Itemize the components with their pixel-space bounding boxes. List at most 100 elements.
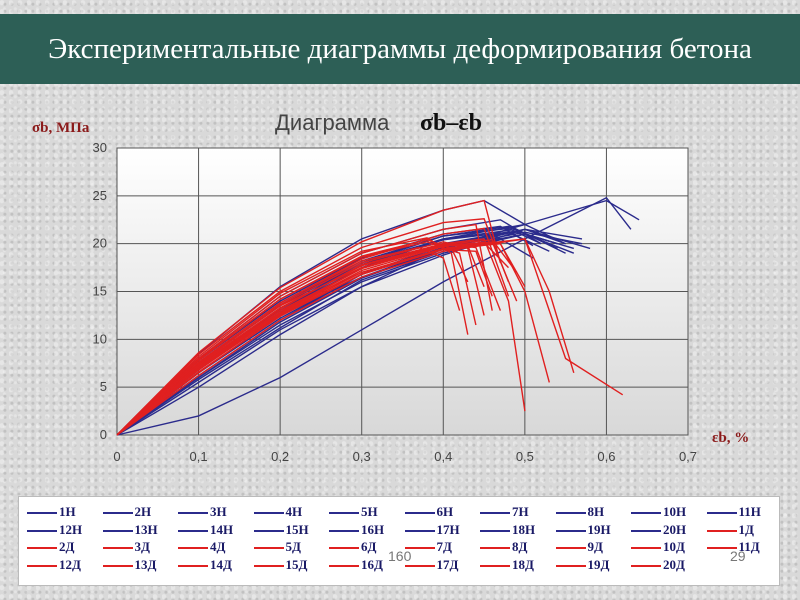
legend-label: 11Н xyxy=(738,504,761,519)
legend-swatch xyxy=(329,547,359,549)
x-axis-label: εb, % xyxy=(712,430,749,446)
series-line-20Н xyxy=(116,233,558,436)
legend-swatch xyxy=(102,512,133,514)
legend-swatch xyxy=(631,547,661,549)
legend-label: 19Д xyxy=(587,556,610,572)
chart-area: 0 0,1 0,2 0,3 0,4 0,5 0,6 0,7 0 5 10 15 20 25 30 σb, МП… xyxy=(0,90,800,490)
legend-swatch xyxy=(480,564,510,567)
x-tick-label: 0,6 xyxy=(597,449,615,464)
series-line-7Д xyxy=(116,237,469,436)
legend-label: 10Д xyxy=(663,539,685,554)
legend-label: 16Д xyxy=(361,556,383,572)
legend-label: 3Д xyxy=(134,539,150,554)
legend-label: 17Н xyxy=(436,521,460,537)
y-tick-label: 25 xyxy=(93,188,107,203)
legend-swatch xyxy=(329,529,359,532)
legend: 1Н 2Н 3Н 4Н 5Н 6Н 7Н 8Н 10Н 11Н 12Н 13Н 14Н 15Н 16Н 17Н… xyxy=(18,496,780,586)
chart-title-symbol: σb–εb xyxy=(420,110,482,136)
y-tick-label: 15 xyxy=(93,284,107,299)
legend-swatch xyxy=(706,512,737,514)
legend-label: 2Д xyxy=(59,539,75,554)
legend-label: 6Д xyxy=(361,539,377,554)
legend-swatch xyxy=(27,512,57,514)
legend-label: 11Д xyxy=(738,539,760,554)
legend-swatch xyxy=(178,529,208,532)
legend-swatch xyxy=(555,547,586,549)
legend-label: 19Н xyxy=(587,521,611,537)
legend-label: 7Н xyxy=(512,504,529,519)
legend-label: 3Н xyxy=(210,504,227,519)
legend-label: 5Н xyxy=(361,504,378,519)
legend-label: 4Н xyxy=(285,504,303,519)
legend-swatch xyxy=(253,564,284,567)
x-tick-label: 0,5 xyxy=(516,449,534,464)
legend-label: 13Н xyxy=(134,521,158,537)
x-tick-label: 0,4 xyxy=(434,449,452,464)
legend-label: 16Н xyxy=(361,521,385,537)
legend-label: 9Д xyxy=(587,539,603,554)
chart-title: Диаграмма xyxy=(275,110,390,135)
legend-label: 20Н xyxy=(663,521,687,537)
legend-swatch xyxy=(27,547,57,549)
x-tick-label: 0,2 xyxy=(271,449,289,464)
x-tick-label: 0,7 xyxy=(679,449,697,464)
legend-swatch xyxy=(631,529,661,532)
legend-label: 5Д xyxy=(285,539,301,554)
series-line-8Д xyxy=(116,241,477,436)
legend-label: 6Н xyxy=(436,504,454,519)
legend-label: 8Д xyxy=(512,539,528,554)
series-line-4Д xyxy=(116,238,624,436)
y-tick-label: 10 xyxy=(93,331,107,346)
series-line-9Д xyxy=(116,241,485,436)
legend-swatch xyxy=(404,529,435,532)
legend-label: 1Н xyxy=(59,504,76,519)
legend-label: 14Д xyxy=(210,556,232,572)
y-tick-label: 0 xyxy=(100,427,107,442)
legend-swatch xyxy=(631,564,661,567)
legend-swatch xyxy=(631,512,661,514)
slide-header: Экспериментальные диаграммы деформирован… xyxy=(0,14,800,84)
legend-label: 13Д xyxy=(134,556,157,572)
series-line-8Н xyxy=(116,199,640,436)
legend-swatch xyxy=(329,564,359,567)
series-line-18Д xyxy=(116,239,469,436)
legend-swatch xyxy=(706,529,737,532)
legend-label: 18Д xyxy=(512,556,534,572)
legend-swatch xyxy=(253,529,284,532)
legend-swatch xyxy=(329,512,359,514)
series-line-13Д xyxy=(116,246,461,436)
legend-label: 12Н xyxy=(59,521,83,537)
y-tick-label: 30 xyxy=(93,140,107,155)
legend-swatch xyxy=(27,564,57,567)
legend-swatch xyxy=(480,547,510,549)
legend-swatch xyxy=(253,547,284,549)
series-line-5Д xyxy=(116,223,493,436)
legend-label: 8Н xyxy=(587,504,605,519)
legend-swatch xyxy=(253,512,284,514)
x-tick-label: 0,1 xyxy=(190,449,208,464)
legend-swatch xyxy=(102,529,133,532)
legend-label: 2Н xyxy=(134,504,152,519)
series-line-15Д xyxy=(116,199,502,436)
legend-label: 1Д xyxy=(738,521,754,537)
series-line-12Д xyxy=(116,218,510,436)
y-tick-label: 20 xyxy=(93,236,107,251)
legend-swatch xyxy=(404,512,435,514)
slide-title: Экспериментальные диаграммы деформирован… xyxy=(48,32,752,65)
legend-label: 18Н xyxy=(512,521,536,537)
series-line-19Д xyxy=(116,239,518,436)
legend-label: 12Д xyxy=(59,556,81,572)
legend-label: 14Н xyxy=(210,521,234,537)
legend-swatch xyxy=(27,529,57,532)
slide-number: 29 xyxy=(730,548,746,564)
legend-swatch xyxy=(480,512,510,514)
series-line-16Д xyxy=(116,242,526,436)
legend-label: 7Д xyxy=(436,539,452,554)
legend-label: 4Д xyxy=(210,539,226,554)
legend-swatch xyxy=(555,512,586,514)
series-line-17Д xyxy=(116,242,485,436)
page-number: 160 xyxy=(388,548,412,564)
legend-swatch xyxy=(555,564,586,567)
legend-swatch xyxy=(555,529,586,532)
